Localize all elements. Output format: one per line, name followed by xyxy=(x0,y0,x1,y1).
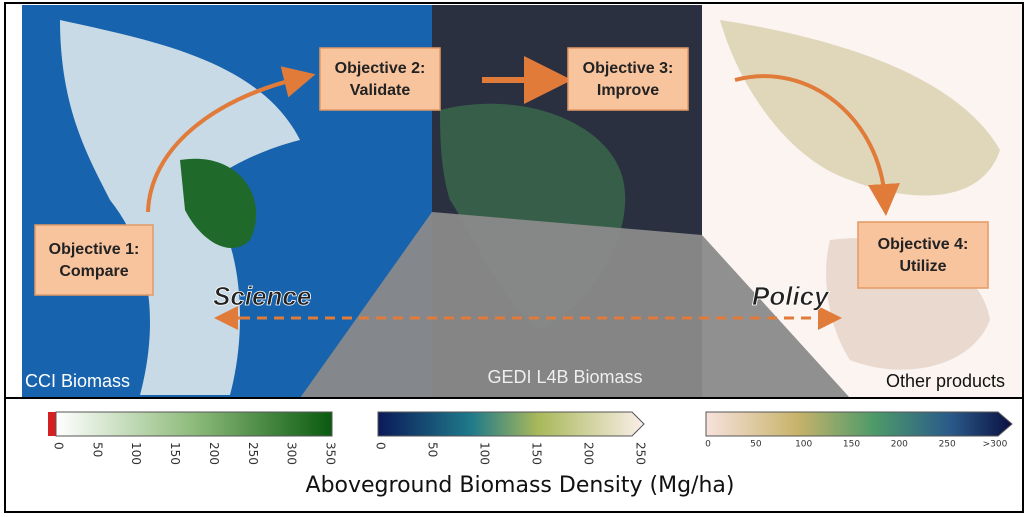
theme-label: Policy xyxy=(752,281,830,311)
colorbar-tick-label: 250 xyxy=(634,442,648,465)
colorbar-tick-label: 50 xyxy=(750,440,762,450)
figure: Objective 1: Compare Objective 2: Validate O… xyxy=(0,0,1028,517)
colorbar-tick-label: 0 xyxy=(705,440,711,450)
colorbar-tick-label: 250 xyxy=(246,442,260,465)
colorbar-tick-label: 100 xyxy=(129,442,143,465)
colorbar-tick-label: 200 xyxy=(891,440,908,450)
objective-title: Objective 3: xyxy=(583,60,674,77)
colorbar-tick-label: 100 xyxy=(795,440,812,450)
objective-box xyxy=(320,48,440,110)
colorbar xyxy=(378,412,644,436)
colorbar-tick-label: 50 xyxy=(426,442,440,457)
objective-title: Objective 4: xyxy=(878,236,969,253)
panel-label: CCI Biomass xyxy=(25,371,130,391)
objective-box xyxy=(568,48,688,110)
objective-label: Validate xyxy=(350,82,411,99)
colorbar-tick-label: 200 xyxy=(582,442,596,465)
objective-title: Objective 1: xyxy=(49,241,140,258)
colorbar-tick-label: 200 xyxy=(207,442,221,465)
panel-label: Other products xyxy=(886,371,1005,391)
colorbar-tick-label: 300 xyxy=(285,442,299,465)
colorbar-tick-label: 150 xyxy=(168,442,182,465)
colorbar xyxy=(706,412,1012,436)
legend-title: Aboveground Biomass Density (Mg/ha) xyxy=(306,473,735,498)
objective-box xyxy=(35,225,153,295)
colorbar-tick-label: >300 xyxy=(983,440,1008,450)
colorbar-tick-label: 100 xyxy=(478,442,492,465)
colorbar-tick-label: 50 xyxy=(90,442,104,457)
colorbar-tick-label: 150 xyxy=(530,442,544,465)
objective-title: Objective 2: xyxy=(335,60,426,77)
colorbar-tick-label: 350 xyxy=(324,442,338,465)
colorbar-tick-label: 250 xyxy=(939,440,956,450)
theme-label: Science xyxy=(213,281,311,311)
colorbar xyxy=(56,412,332,436)
objective-box xyxy=(858,222,988,288)
cbar-under xyxy=(48,412,56,436)
colorbar-tick-label: 0 xyxy=(52,442,66,450)
objective-label: Compare xyxy=(59,263,128,280)
objective-label: Improve xyxy=(597,82,659,99)
colorbar-tick-label: 150 xyxy=(843,440,860,450)
panel-label: GEDI L4B Biomass xyxy=(487,367,642,387)
colorbar-tick-label: 0 xyxy=(374,442,388,450)
objective-label: Utilize xyxy=(899,258,946,275)
